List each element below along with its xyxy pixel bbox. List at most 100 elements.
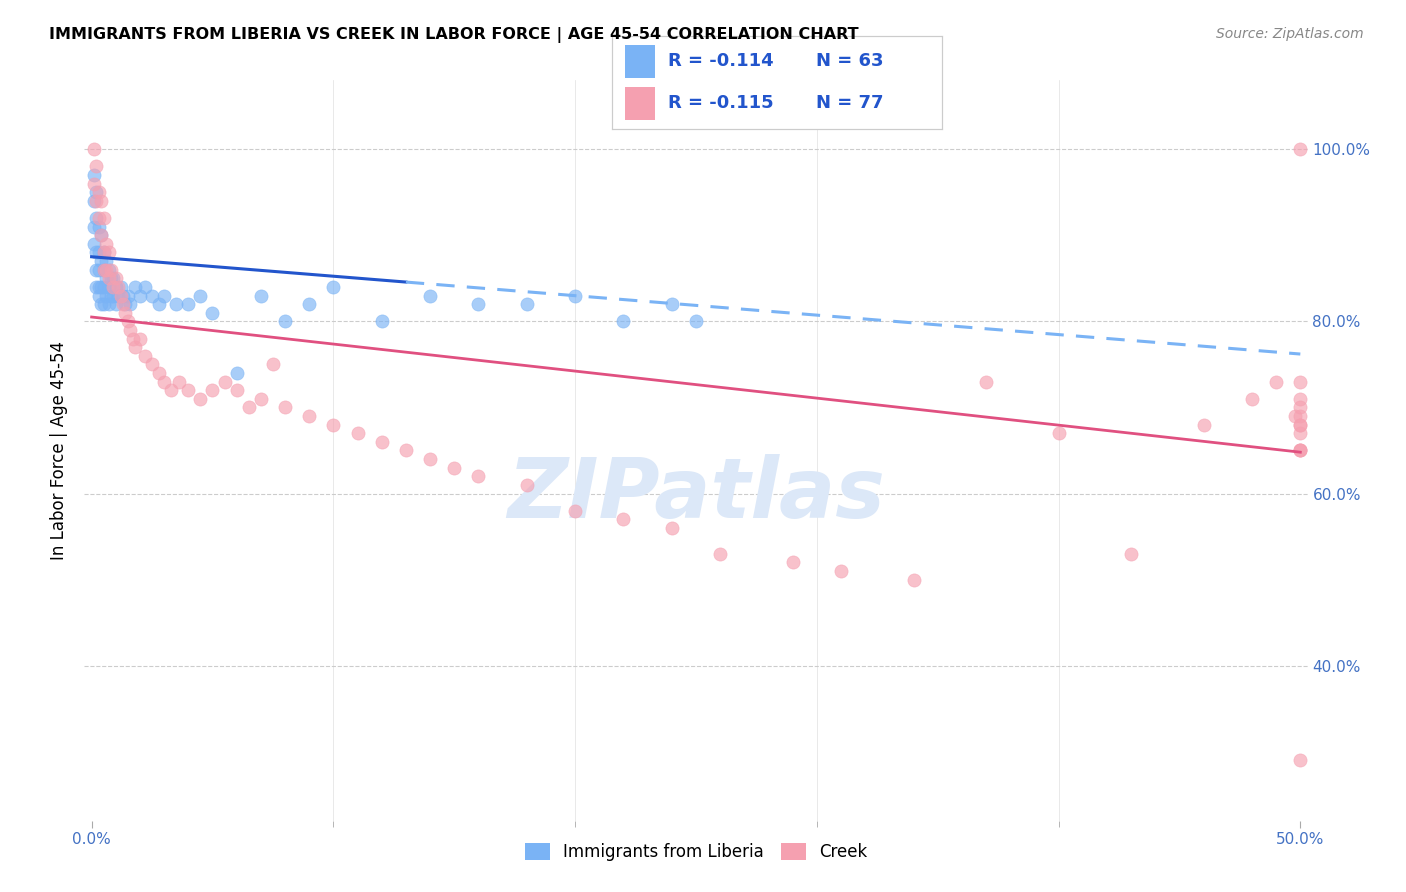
Point [612, 314, 634, 328]
Point [97, 245, 120, 260]
Point [165, 297, 187, 311]
Point [134, 280, 156, 294]
Point [661, 297, 683, 311]
Point [148, 366, 170, 380]
Point [467, 469, 489, 483]
Point [1289, 753, 1312, 767]
Point [94, 236, 117, 251]
Point [112, 297, 135, 311]
Point [103, 280, 125, 294]
Point [225, 383, 247, 397]
Point [467, 297, 489, 311]
Point [97, 297, 120, 311]
Point [782, 555, 804, 569]
Point [1284, 409, 1306, 423]
Y-axis label: In Labor Force | Age 45-54: In Labor Force | Age 45-54 [51, 341, 69, 560]
Point [1047, 426, 1070, 441]
FancyBboxPatch shape [624, 45, 655, 78]
Point [516, 297, 538, 311]
Point [90, 228, 112, 243]
Point [93, 262, 115, 277]
Text: N = 63: N = 63 [817, 52, 884, 70]
Point [141, 357, 163, 371]
Point [419, 288, 441, 302]
Point [250, 288, 273, 302]
Point [516, 478, 538, 492]
Point [214, 375, 236, 389]
Point [104, 280, 127, 294]
Point [90, 254, 112, 268]
Point [1289, 409, 1312, 423]
Point [87, 280, 110, 294]
Point [90, 228, 112, 243]
Point [177, 297, 200, 311]
Point [564, 288, 586, 302]
Point [238, 401, 260, 415]
Point [90, 194, 112, 208]
Point [298, 297, 321, 311]
Point [1289, 443, 1312, 458]
Point [141, 288, 163, 302]
Point [274, 314, 297, 328]
Point [87, 245, 110, 260]
Point [114, 297, 136, 311]
Point [1289, 426, 1312, 441]
Point [87, 219, 110, 234]
Point [974, 375, 997, 389]
Point [1289, 443, 1312, 458]
Point [103, 288, 125, 302]
Point [1265, 375, 1288, 389]
Point [685, 314, 707, 328]
Point [274, 401, 297, 415]
Point [419, 452, 441, 467]
Text: ZIPatlas: ZIPatlas [508, 454, 884, 535]
Point [86, 262, 108, 277]
Point [90, 280, 112, 294]
Point [93, 245, 115, 260]
Point [129, 288, 152, 302]
Point [100, 288, 122, 302]
Point [121, 332, 143, 346]
Point [322, 280, 344, 294]
Point [120, 323, 142, 337]
Point [190, 288, 212, 302]
Point [190, 392, 212, 406]
Point [443, 460, 465, 475]
Point [1119, 547, 1142, 561]
Point [100, 271, 122, 285]
Point [129, 332, 152, 346]
Point [86, 194, 108, 208]
Point [94, 288, 117, 302]
Point [86, 211, 108, 225]
Point [1289, 142, 1312, 156]
Point [104, 297, 127, 311]
Point [201, 306, 224, 320]
Point [87, 185, 110, 199]
Point [83, 219, 105, 234]
Point [1192, 417, 1215, 432]
Point [107, 288, 129, 302]
Point [612, 512, 634, 526]
Point [322, 417, 344, 432]
Point [298, 409, 321, 423]
Point [100, 262, 122, 277]
Point [104, 271, 127, 285]
Point [83, 236, 105, 251]
Point [134, 349, 156, 363]
Point [94, 254, 117, 268]
Point [124, 280, 146, 294]
Point [86, 160, 108, 174]
Text: Source: ZipAtlas.com: Source: ZipAtlas.com [1216, 27, 1364, 41]
Point [93, 280, 115, 294]
Point [86, 245, 108, 260]
Point [709, 547, 731, 561]
Point [177, 383, 200, 397]
Point [93, 297, 115, 311]
Point [903, 573, 925, 587]
Point [661, 521, 683, 535]
Point [110, 288, 132, 302]
Point [87, 288, 110, 302]
Point [117, 314, 139, 328]
Point [1289, 417, 1312, 432]
Point [83, 177, 105, 191]
